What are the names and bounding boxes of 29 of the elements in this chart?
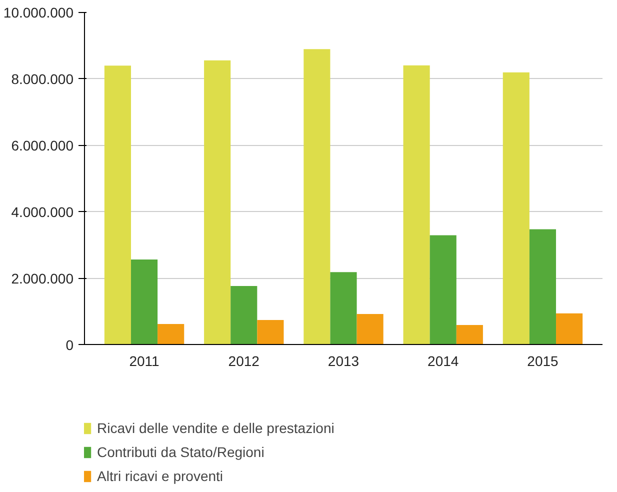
bar [130,259,158,345]
bar [356,314,384,345]
y-tick-label: 4.000.000 [11,204,74,220]
x-tick-label: 2012 [228,352,260,369]
y-tick-label: 2.000.000 [11,270,74,286]
bar [430,235,456,345]
bar [502,72,530,345]
x-tick-label: 2013 [328,352,360,369]
bar [456,324,483,345]
bar [304,49,330,345]
legend-label: Altri ricavi e proventi [97,468,224,484]
bar [104,66,131,345]
bar [204,60,231,345]
bar [403,65,430,345]
bar [257,320,284,345]
x-tick-label: 2015 [527,352,559,369]
y-tick-label: 0 [66,336,74,353]
x-tick-label: 2014 [428,352,459,369]
bar [529,229,556,345]
bar [556,313,583,345]
bar [330,272,357,345]
bar [158,324,184,345]
y-tick-label: 6.000.000 [11,137,74,154]
bar [230,286,258,345]
legend-label: Ricavi delle vendite e delle prestazioni [97,420,334,436]
y-tick-label: 10.000.000 [3,4,74,20]
x-tick-label: 2011 [129,352,160,369]
legend-label: Contributi da Stato/Regioni [97,444,264,460]
y-tick-label: 8.000.000 [11,70,74,87]
